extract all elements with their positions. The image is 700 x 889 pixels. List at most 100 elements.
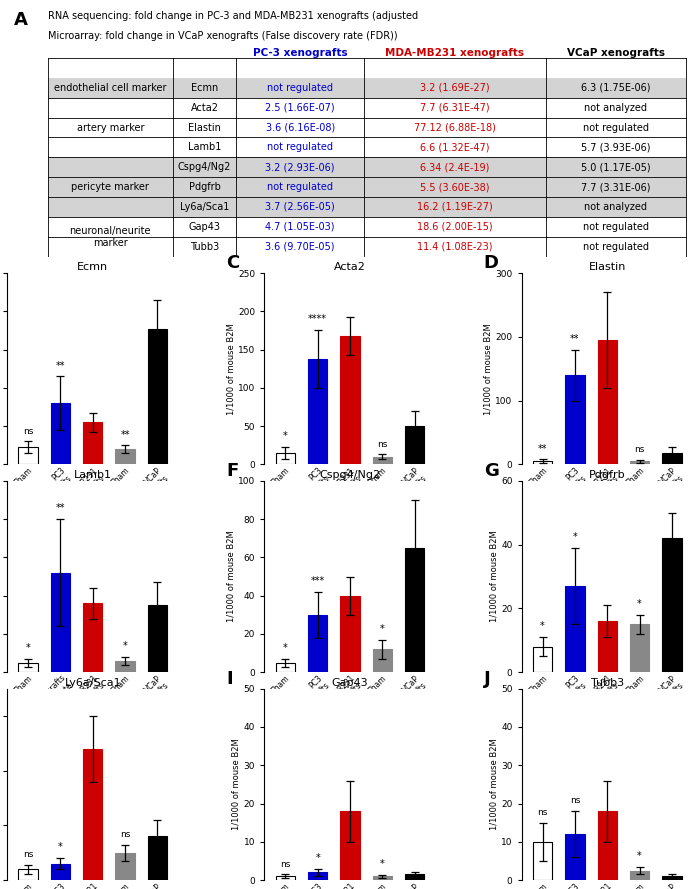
Text: *: * <box>315 853 320 863</box>
Text: not analyzed: not analyzed <box>584 202 648 212</box>
Title: Acta2: Acta2 <box>334 262 366 272</box>
Text: ***: *** <box>311 576 325 586</box>
Text: **: ** <box>55 361 65 371</box>
Bar <box>50 573 70 672</box>
Bar <box>48 217 686 236</box>
Text: *: * <box>283 643 288 653</box>
Text: J: J <box>484 669 491 687</box>
Text: ns: ns <box>570 797 580 805</box>
Text: 3.2 (2.93E-06): 3.2 (2.93E-06) <box>265 162 335 172</box>
Bar <box>18 662 38 672</box>
Text: *: * <box>637 851 642 861</box>
Text: Microarray: fold change in VCaP xenografts (False discovery rate (FDR)): Microarray: fold change in VCaP xenograf… <box>48 31 398 41</box>
Bar <box>405 548 424 672</box>
Text: RNA sequencing: fold change in PC-3 and MDA-MB231 xenografts (adjusted: RNA sequencing: fold change in PC-3 and … <box>48 12 421 21</box>
Text: **: ** <box>55 503 65 514</box>
Bar <box>630 870 650 880</box>
Y-axis label: 1/1000 of mouse B2M: 1/1000 of mouse B2M <box>226 531 235 622</box>
Text: ns: ns <box>23 427 33 436</box>
Text: 5.5 (3.60E-38): 5.5 (3.60E-38) <box>420 182 489 192</box>
Bar <box>276 877 295 880</box>
Bar <box>116 449 135 464</box>
Text: not regulated: not regulated <box>583 221 649 232</box>
Text: 3.2 (1.69E-27): 3.2 (1.69E-27) <box>420 83 490 92</box>
Bar <box>18 447 38 464</box>
Bar <box>83 604 102 672</box>
Bar <box>48 98 686 117</box>
Text: G: G <box>484 461 498 480</box>
Text: 6.6 (1.32E-47): 6.6 (1.32E-47) <box>420 142 489 152</box>
Bar <box>48 117 686 138</box>
Title: Ly6a/Sca1: Ly6a/Sca1 <box>64 678 121 688</box>
Text: **: ** <box>120 429 130 439</box>
Text: ns: ns <box>120 829 130 839</box>
Bar <box>83 422 102 464</box>
Bar <box>148 837 167 880</box>
Bar <box>50 864 70 880</box>
Bar <box>276 453 295 464</box>
Text: ns: ns <box>377 440 388 449</box>
Text: MDA-MB231 xenografts: MDA-MB231 xenografts <box>386 48 524 59</box>
Y-axis label: 1/1000 of mouse B2M: 1/1000 of mouse B2M <box>484 323 492 414</box>
Bar <box>48 157 686 177</box>
Text: artery marker: artery marker <box>76 123 144 132</box>
Text: ****: **** <box>308 314 327 324</box>
Bar <box>372 457 392 464</box>
Bar <box>276 662 295 672</box>
Bar <box>116 661 135 672</box>
Text: *: * <box>540 621 545 631</box>
Title: Tubb3: Tubb3 <box>591 678 624 688</box>
Title: Pdgfrb: Pdgfrb <box>589 470 626 480</box>
Text: Acta2: Acta2 <box>190 102 218 113</box>
Text: *: * <box>26 643 30 653</box>
Text: not analyzed: not analyzed <box>584 102 648 113</box>
Text: *: * <box>573 533 577 542</box>
Title: Ecmn: Ecmn <box>77 262 108 272</box>
Text: 6.34 (2.4E-19): 6.34 (2.4E-19) <box>420 162 489 172</box>
Text: Lamb1: Lamb1 <box>188 142 221 152</box>
Bar <box>308 872 328 880</box>
Bar <box>405 426 424 464</box>
Text: Elastin: Elastin <box>188 123 221 132</box>
Text: *: * <box>380 859 385 869</box>
Y-axis label: 1/1000 of mouse B2M: 1/1000 of mouse B2M <box>489 739 498 830</box>
Text: 16.2 (1.19E-27): 16.2 (1.19E-27) <box>417 202 493 212</box>
Text: not regulated: not regulated <box>267 142 333 152</box>
Bar <box>533 461 552 464</box>
Y-axis label: 1/1000 of mouse B2M: 1/1000 of mouse B2M <box>232 739 241 830</box>
Text: endothelial cell marker: endothelial cell marker <box>54 83 167 92</box>
Y-axis label: 1/1000 of mouse B2M: 1/1000 of mouse B2M <box>226 323 235 414</box>
Bar <box>18 869 38 880</box>
Bar <box>83 749 102 880</box>
Text: 11.4 (1.08E-23): 11.4 (1.08E-23) <box>417 242 493 252</box>
Text: 2.5 (1.66E-07): 2.5 (1.66E-07) <box>265 102 335 113</box>
Text: not regulated: not regulated <box>267 182 333 192</box>
Bar <box>565 834 584 880</box>
Text: C: C <box>227 254 240 272</box>
Bar <box>48 138 686 157</box>
Text: VCaP xenografts: VCaP xenografts <box>567 48 665 59</box>
Text: ns: ns <box>634 445 645 454</box>
Bar <box>630 461 650 464</box>
Text: F: F <box>227 461 239 480</box>
Text: neuronal/neurite
marker: neuronal/neurite marker <box>69 226 151 247</box>
Text: 7.7 (6.31E-47): 7.7 (6.31E-47) <box>420 102 490 113</box>
Bar <box>533 842 552 880</box>
Text: not regulated: not regulated <box>267 83 333 92</box>
Bar <box>340 596 360 672</box>
Text: 5.0 (1.17E-05): 5.0 (1.17E-05) <box>581 162 651 172</box>
Bar <box>116 853 135 880</box>
Text: D: D <box>484 254 499 272</box>
Title: Gap43: Gap43 <box>332 678 368 688</box>
Bar <box>533 647 552 672</box>
Bar <box>598 811 617 880</box>
Bar <box>308 615 328 672</box>
Bar <box>372 649 392 672</box>
Text: Gap43: Gap43 <box>188 221 220 232</box>
Bar <box>48 236 686 257</box>
Text: 3.6 (6.16E-08): 3.6 (6.16E-08) <box>265 123 335 132</box>
Text: 77.12 (6.88E-18): 77.12 (6.88E-18) <box>414 123 496 132</box>
Bar <box>598 340 617 464</box>
Text: A: A <box>14 12 28 29</box>
Bar <box>148 329 167 464</box>
